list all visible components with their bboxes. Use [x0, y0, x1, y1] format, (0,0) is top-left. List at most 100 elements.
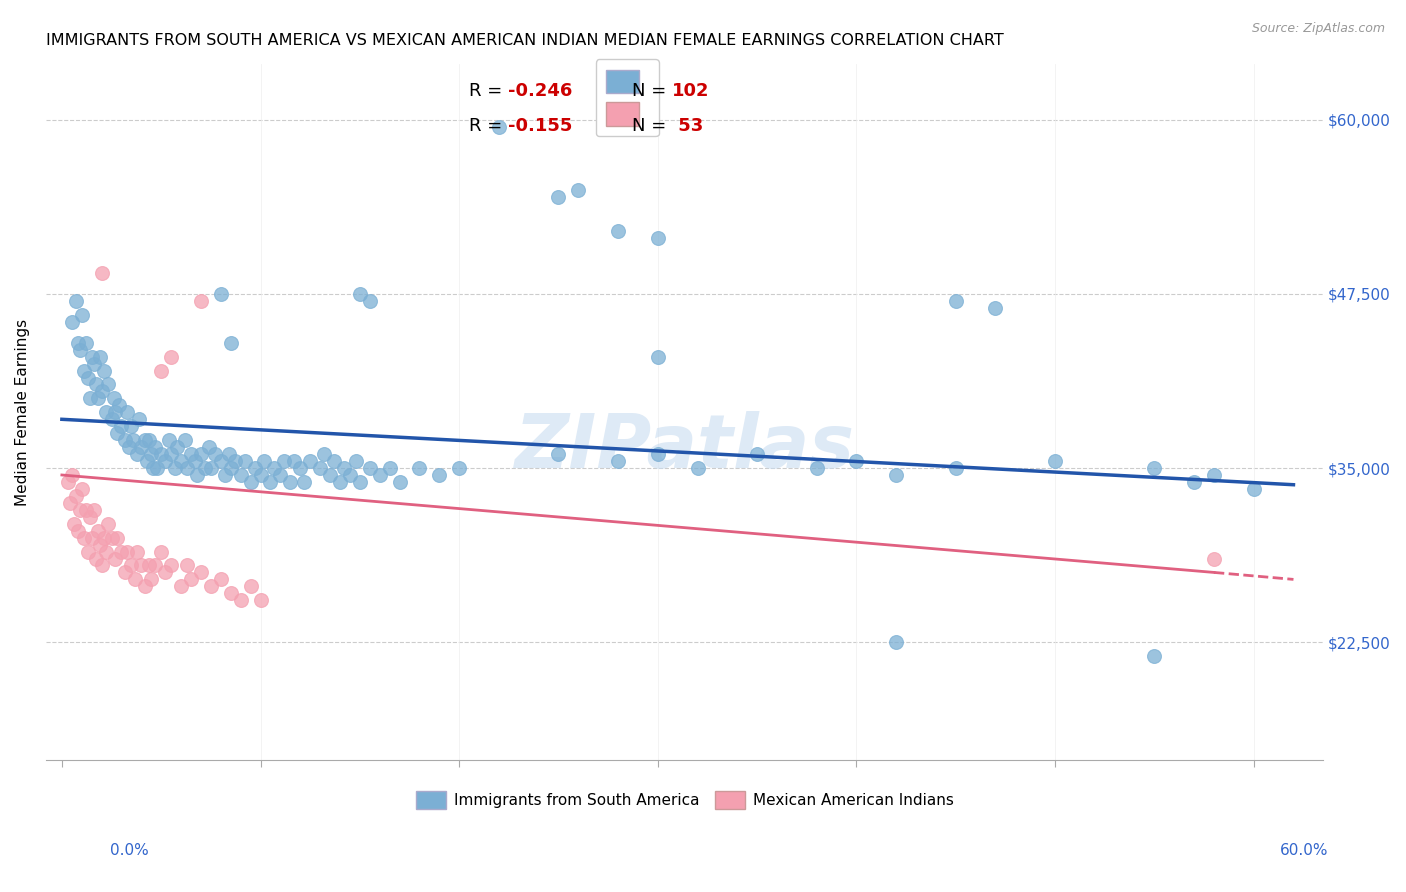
Point — [312, 447, 335, 461]
Point — [100, 412, 122, 426]
Point — [427, 467, 450, 482]
Text: R =: R = — [470, 117, 509, 135]
Point — [90, 558, 112, 573]
Point — [845, 454, 868, 468]
Point — [249, 593, 271, 607]
Point — [76, 544, 98, 558]
Point — [388, 475, 411, 489]
Point — [269, 467, 291, 482]
Point — [214, 467, 236, 482]
Point — [806, 461, 828, 475]
Point — [65, 293, 87, 308]
Point — [344, 454, 367, 468]
Point — [110, 544, 132, 558]
Text: 102: 102 — [672, 82, 710, 100]
Point — [66, 524, 89, 538]
Point — [174, 433, 197, 447]
Text: 60.0%: 60.0% — [1281, 843, 1329, 858]
Point — [449, 461, 471, 475]
Point — [194, 461, 217, 475]
Point — [134, 579, 156, 593]
Point — [138, 558, 160, 573]
Point — [224, 454, 246, 468]
Point — [209, 573, 232, 587]
Text: IMMIGRANTS FROM SOUTH AMERICA VS MEXICAN AMERICAN INDIAN MEDIAN FEMALE EARNINGS : IMMIGRANTS FROM SOUTH AMERICA VS MEXICAN… — [46, 33, 1004, 48]
Point — [219, 586, 242, 600]
Point — [75, 503, 97, 517]
Text: -0.155: -0.155 — [509, 117, 572, 135]
Point — [349, 475, 371, 489]
Point — [86, 524, 108, 538]
Point — [79, 509, 101, 524]
Point — [259, 475, 281, 489]
Point — [184, 454, 207, 468]
Point — [547, 189, 569, 203]
Point — [1243, 482, 1265, 496]
Point — [90, 266, 112, 280]
Point — [75, 335, 97, 350]
Point — [233, 454, 256, 468]
Point — [84, 377, 107, 392]
Point — [153, 454, 176, 468]
Text: 53: 53 — [672, 117, 703, 135]
Point — [66, 335, 89, 350]
Point — [93, 363, 115, 377]
Point — [70, 482, 93, 496]
Point — [141, 447, 163, 461]
Point — [204, 447, 226, 461]
Point — [200, 461, 222, 475]
Point — [647, 231, 669, 245]
Point — [117, 405, 139, 419]
Point — [165, 461, 187, 475]
Point — [278, 475, 301, 489]
Point — [150, 363, 173, 377]
Point — [73, 531, 96, 545]
Text: ZIPatlas: ZIPatlas — [515, 410, 855, 483]
Point — [73, 363, 96, 377]
Point — [122, 433, 145, 447]
Point — [150, 544, 173, 558]
Point — [1143, 648, 1166, 663]
Point — [647, 350, 669, 364]
Point — [118, 440, 141, 454]
Point — [90, 384, 112, 399]
Point — [176, 461, 198, 475]
Point — [120, 558, 142, 573]
Point — [180, 447, 202, 461]
Point — [1182, 475, 1205, 489]
Point — [84, 551, 107, 566]
Point — [239, 475, 262, 489]
Point — [686, 461, 709, 475]
Point — [198, 440, 221, 454]
Point — [368, 467, 391, 482]
Point — [80, 531, 103, 545]
Point — [117, 544, 139, 558]
Text: R =: R = — [470, 82, 509, 100]
Point — [190, 566, 212, 580]
Point — [333, 461, 356, 475]
Point — [94, 405, 117, 419]
Point — [94, 544, 117, 558]
Point — [153, 566, 176, 580]
Point — [127, 544, 149, 558]
Point — [290, 461, 312, 475]
Point — [339, 467, 361, 482]
Point — [100, 531, 122, 545]
Point — [170, 579, 193, 593]
Point — [60, 315, 83, 329]
Point — [229, 467, 252, 482]
Point — [134, 433, 156, 447]
Point — [60, 467, 83, 482]
Point — [359, 461, 381, 475]
Text: Source: ZipAtlas.com: Source: ZipAtlas.com — [1251, 22, 1385, 36]
Point — [945, 293, 967, 308]
Point — [157, 433, 180, 447]
Point — [292, 475, 315, 489]
Point — [141, 573, 163, 587]
Point — [59, 496, 82, 510]
Point — [131, 440, 153, 454]
Point — [76, 370, 98, 384]
Point — [349, 287, 371, 301]
Point — [93, 531, 115, 545]
Text: -0.246: -0.246 — [509, 82, 572, 100]
